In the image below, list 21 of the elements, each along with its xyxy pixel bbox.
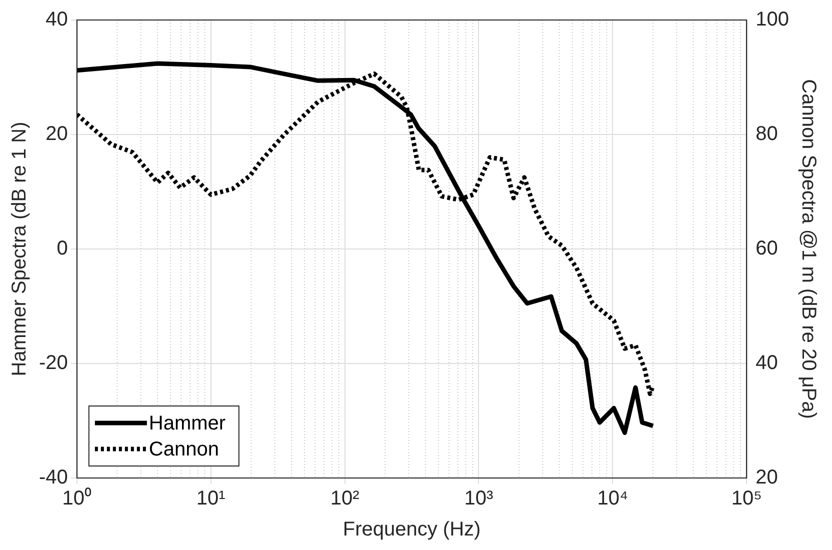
x-tick-label: 10³ bbox=[464, 488, 494, 510]
y-tick-label: 20 bbox=[46, 123, 68, 146]
x-tick-label: 10⁵ bbox=[731, 488, 762, 510]
y-tick-label: 0 bbox=[56, 238, 68, 260]
legend-label: Hammer bbox=[148, 412, 226, 435]
legend-label: Cannon bbox=[148, 438, 219, 461]
y2-tick-label: 40 bbox=[756, 352, 778, 374]
x-axis-title: Frequency (Hz) bbox=[342, 518, 481, 541]
y-tick-label: -20 bbox=[39, 352, 68, 374]
x-tick-label: 10⁴ bbox=[597, 488, 628, 510]
y2-tick-label: 20 bbox=[756, 466, 778, 489]
x-tick-label: 10² bbox=[330, 488, 360, 510]
y2-tick-label: 80 bbox=[756, 123, 778, 146]
y-axis-title: Hammer Spectra (dB re 1 N) bbox=[8, 122, 31, 376]
x-tick-label: 10⁰ bbox=[62, 486, 92, 510]
y-tick-label: 40 bbox=[46, 8, 68, 31]
x-tick-label: 10¹ bbox=[196, 488, 226, 510]
y-tick-label: -40 bbox=[39, 466, 68, 489]
y2-tick-label: 60 bbox=[756, 238, 778, 260]
y2-tick-label: 100 bbox=[756, 8, 790, 31]
y2-axis-title: Cannon Spectra @1 m (dB re 20 μPa) bbox=[797, 79, 820, 419]
